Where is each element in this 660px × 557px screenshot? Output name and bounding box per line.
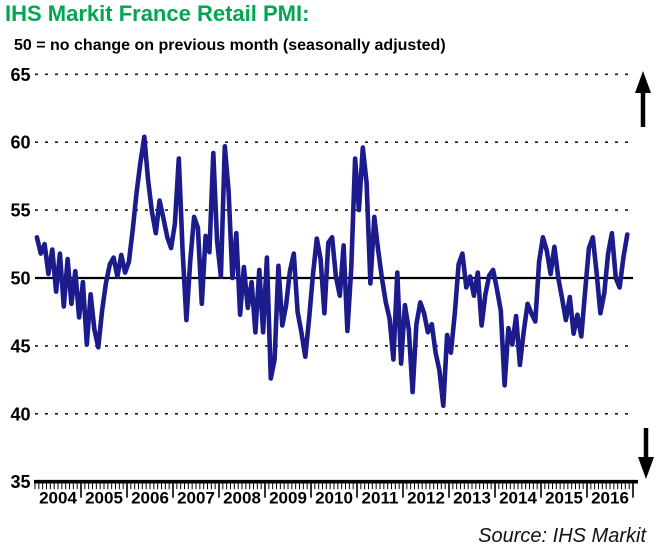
y-tick-label: 35	[10, 472, 30, 492]
x-tick-label: 2011	[362, 489, 399, 508]
x-tick-label: 2004	[39, 489, 77, 508]
chart-subtitle: 50 = no change on previous month (season…	[14, 37, 446, 54]
x-tick-label: 2008	[223, 489, 261, 508]
chart-title: IHS Markit France Retail PMI:	[5, 1, 310, 26]
x-tick-label: 2005	[85, 489, 123, 508]
x-tick-label: 2007	[177, 489, 215, 508]
y-tick-label: 40	[10, 404, 30, 424]
y-tick-label: 55	[10, 201, 30, 221]
y-tick-label: 60	[10, 133, 30, 153]
x-tick-label: 2014	[499, 489, 537, 508]
x-tick-label: 2012	[407, 489, 445, 508]
x-tick-label: 2009	[269, 489, 307, 508]
x-tick-label: 2010	[315, 489, 353, 508]
x-tick-label: 2013	[453, 489, 491, 508]
x-tick-label: 2016	[591, 489, 629, 508]
up-arrow-icon	[635, 71, 651, 93]
down-arrow-icon	[638, 457, 654, 479]
y-tick-label: 50	[10, 269, 30, 289]
y-tick-label: 65	[10, 65, 30, 85]
pmi-data-line	[34, 134, 630, 409]
x-tick-label: 2015	[545, 489, 583, 508]
x-tick-label: 2006	[131, 489, 169, 508]
source-credit: Source: IHS Markit	[478, 525, 646, 547]
y-tick-label: 45	[10, 336, 30, 356]
